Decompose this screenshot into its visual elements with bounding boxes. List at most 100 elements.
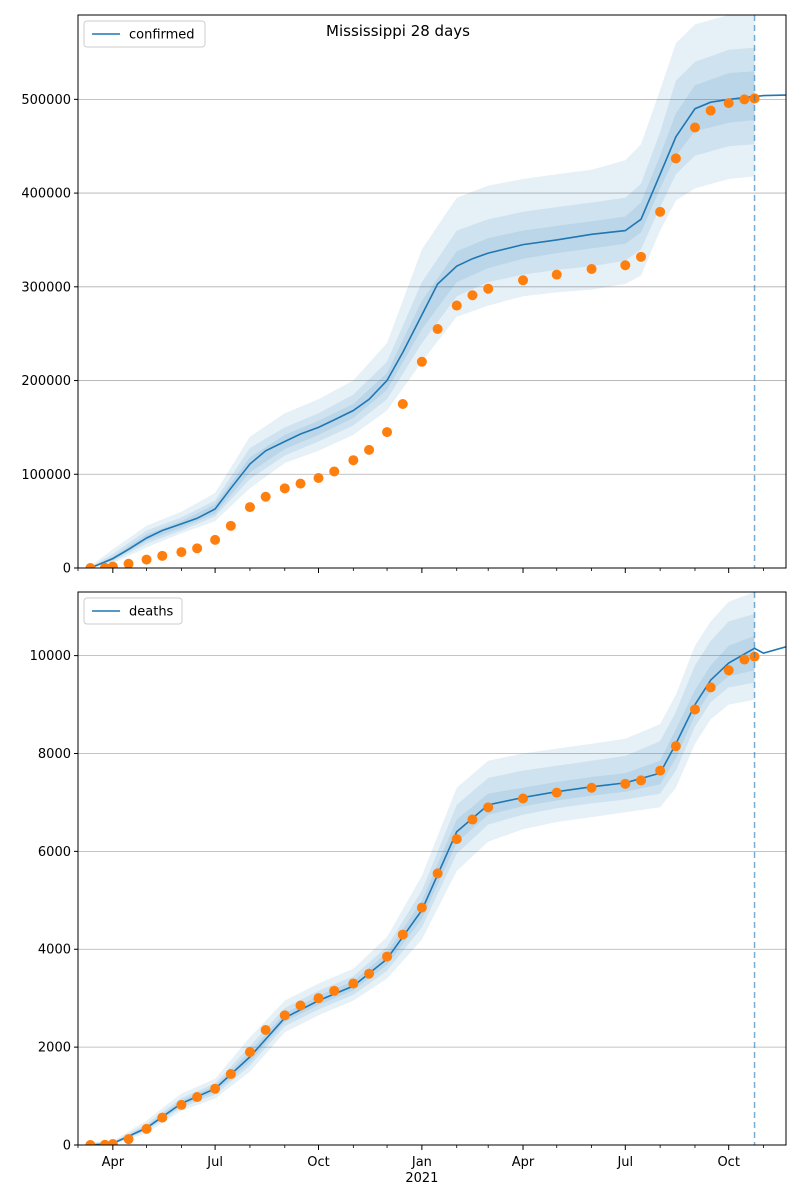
- xtick-label: Apr: [102, 1155, 125, 1170]
- observed-point: [705, 105, 716, 116]
- ytick-label: 4000: [38, 943, 71, 958]
- observed-point: [518, 793, 529, 804]
- observed-point: [483, 802, 494, 813]
- ytick-label: 500000: [21, 93, 71, 108]
- observed-point: [225, 520, 236, 531]
- uncertainty-band-2: [90, 71, 755, 568]
- legend-box: [83, 597, 183, 625]
- observed-point: [99, 562, 110, 568]
- observed-point: [705, 682, 716, 693]
- observed-point: [329, 466, 340, 477]
- observed-point: [397, 398, 408, 409]
- observed-point: [364, 444, 375, 455]
- observed-point: [157, 1112, 168, 1123]
- xtick-label: Oct: [717, 1155, 739, 1170]
- ytick-label: 2000: [38, 1041, 71, 1056]
- observed-point: [329, 985, 340, 996]
- observed-point: [739, 654, 750, 665]
- observed-point: [295, 478, 306, 489]
- observed-point: [586, 782, 597, 793]
- xtick-label: Jul: [206, 1155, 223, 1170]
- observed-point: [739, 94, 750, 105]
- legend-box: [83, 20, 206, 48]
- figure-title: Mississippi 28 days: [326, 22, 470, 40]
- observed-point: [141, 1123, 152, 1134]
- observed-point: [689, 704, 700, 715]
- observed-point: [670, 153, 681, 164]
- observed-point: [723, 665, 734, 676]
- observed-point: [416, 902, 427, 913]
- axes-0: 0 100000 200000 300000 400000 500000 confirmed: [21, 14, 787, 577]
- legend-label: deaths: [129, 605, 174, 620]
- observed-point: [397, 929, 408, 940]
- legend: confirmed: [83, 20, 206, 48]
- observed-point: [467, 290, 478, 301]
- xtick-label: Apr: [512, 1155, 535, 1170]
- observed-point: [85, 1140, 96, 1145]
- observed-point: [382, 427, 393, 438]
- uncertainty-band-1: [90, 47, 755, 568]
- observed-point: [157, 550, 168, 561]
- observed-point: [313, 993, 324, 1004]
- observed-point: [655, 765, 666, 776]
- observed-point: [279, 483, 290, 494]
- observed-point: [141, 554, 152, 565]
- observed-point: [620, 778, 631, 789]
- observed-point: [192, 1092, 203, 1103]
- legend-label: confirmed: [129, 28, 195, 43]
- observed-point: [295, 1000, 306, 1011]
- observed-point: [483, 283, 494, 294]
- axes-frame: [77, 14, 787, 569]
- observed-point: [432, 323, 443, 334]
- observed-point: [176, 547, 187, 558]
- observed-point: [123, 558, 134, 568]
- uncertainty-band-0: [90, 592, 755, 1145]
- observed-point: [382, 951, 393, 962]
- observed-point: [551, 787, 562, 798]
- xtick-label: Oct: [307, 1155, 329, 1170]
- observed-point: [451, 834, 462, 845]
- observed-point: [364, 968, 375, 979]
- observed-point: [432, 868, 443, 879]
- xtick-label: Jul: [616, 1155, 633, 1170]
- observed-point: [192, 543, 203, 554]
- observed-point: [107, 1139, 118, 1145]
- observed-point: [586, 264, 597, 275]
- observed-point: [636, 775, 647, 786]
- plot-area: [85, 15, 786, 568]
- legend: deaths: [83, 597, 183, 625]
- observed-point: [225, 1069, 236, 1080]
- ytick-label: 300000: [21, 280, 71, 295]
- observed-point: [279, 1010, 290, 1021]
- observed-point: [689, 122, 700, 133]
- observed-point: [348, 455, 359, 466]
- observed-point: [636, 251, 647, 262]
- ytick-label: 200000: [21, 374, 71, 389]
- observed-point: [244, 502, 255, 513]
- observed-point: [416, 356, 427, 367]
- observed-point: [244, 1047, 255, 1058]
- ytick-label: 400000: [21, 187, 71, 202]
- observed-point: [655, 206, 666, 217]
- axes-frame: [77, 591, 787, 1146]
- observed-point: [467, 814, 478, 825]
- observed-point: [210, 1083, 221, 1094]
- observed-point: [620, 260, 631, 271]
- observed-point: [551, 269, 562, 280]
- observed-point: [210, 534, 221, 545]
- ytick-label: 8000: [38, 747, 71, 762]
- uncertainty-band-0: [90, 15, 755, 568]
- observed-point: [348, 978, 359, 989]
- ytick-label: 0: [63, 562, 71, 577]
- observed-point: [99, 1139, 110, 1145]
- observed-point: [176, 1099, 187, 1110]
- observed-point: [451, 300, 462, 311]
- observed-point: [260, 1024, 271, 1035]
- xtick-year-label: 2021: [405, 1171, 438, 1186]
- observed-point: [518, 275, 529, 286]
- model-line: [90, 94, 786, 568]
- observed-point: [107, 561, 118, 568]
